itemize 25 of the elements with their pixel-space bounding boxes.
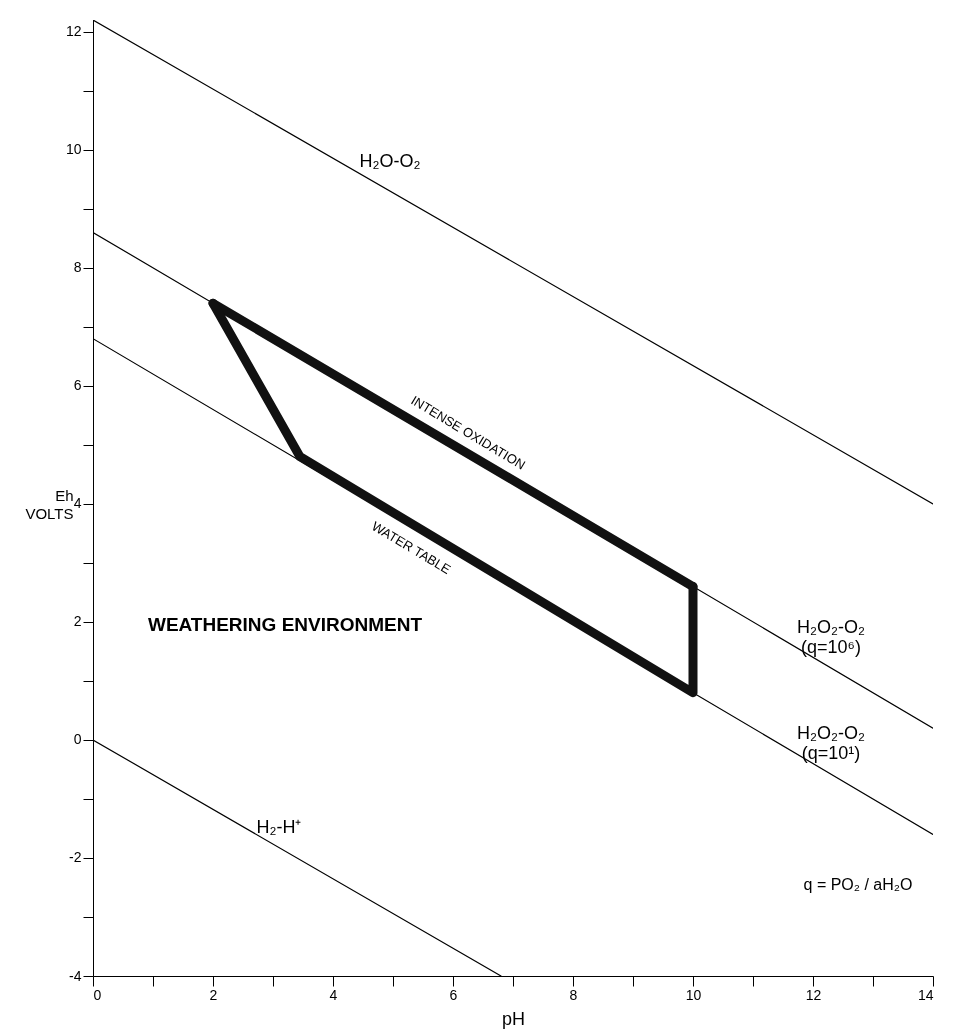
- y-tick-label: 4: [73, 495, 82, 512]
- series-label: H₂O₂-O₂ (q=10⁶): [797, 616, 865, 657]
- series-label: H₂O-O₂: [359, 150, 421, 171]
- y-tick-label: -4: [69, 967, 82, 984]
- x-tick-label: 6: [449, 986, 458, 1003]
- x-tick-label: 2: [209, 986, 218, 1003]
- x-tick-label: 12: [805, 986, 822, 1003]
- y-tick-label: 0: [73, 731, 82, 748]
- y-tick-label: 8: [73, 259, 82, 276]
- y-tick-label: -2: [69, 849, 82, 866]
- series-label: H₂O₂-O₂ (q=10¹): [797, 723, 865, 764]
- x-tick-label: 4: [329, 986, 338, 1003]
- annotation: q = PO₂ / aH₂O: [803, 875, 913, 893]
- x-tick-label: 8: [569, 986, 578, 1003]
- y-tick-label: 12: [65, 23, 82, 40]
- x-tick-label: 0: [93, 986, 102, 1003]
- x-tick-label: 10: [685, 986, 702, 1003]
- y-tick-label: 2: [73, 613, 82, 630]
- x-tick-label: 14: [917, 986, 934, 1003]
- y-axis-title: Eh VOLTS: [25, 486, 74, 522]
- annotation: WEATHERING ENVIRONMENT: [147, 614, 423, 636]
- y-tick-label: 6: [73, 377, 82, 394]
- x-axis-title: pH: [501, 1008, 526, 1029]
- series-label: H₂-H⁺: [256, 817, 302, 838]
- y-tick-label: 10: [65, 141, 82, 158]
